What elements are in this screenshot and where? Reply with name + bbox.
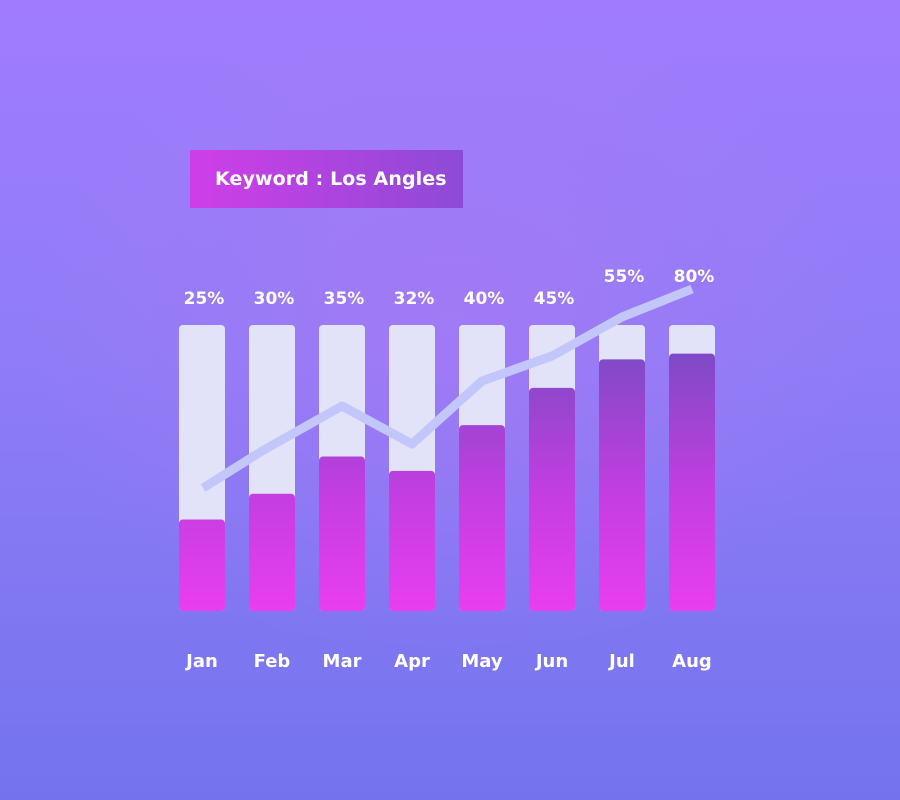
value-label-feb: 30% — [254, 289, 295, 309]
value-label-aug: 80% — [674, 267, 715, 287]
month-label-jun: Jun — [534, 651, 568, 672]
bar-may — [459, 425, 505, 611]
bar-apr — [389, 470, 435, 611]
value-label-group: 25% 30% 35% 32% 40% 45% 55% 80% — [184, 267, 715, 309]
month-label-may: May — [461, 651, 503, 672]
bar-mar — [319, 456, 365, 611]
month-label-mar: Mar — [323, 651, 362, 672]
month-label-apr: Apr — [394, 651, 430, 672]
bar-jan — [179, 519, 225, 611]
month-label-aug: Aug — [672, 651, 712, 672]
trend-line — [200, 284, 694, 492]
month-label-group: Jan Feb Mar Apr May Jun Jul Aug — [184, 651, 712, 672]
bar-aug — [669, 353, 715, 611]
value-label-jan: 25% — [184, 289, 225, 309]
bar-jun — [529, 387, 575, 611]
value-label-jun: 45% — [534, 289, 575, 309]
keyword-label: Keyword : Los Angles — [215, 168, 447, 190]
bar-jul — [599, 359, 645, 611]
keyword-badge: Keyword : Los Angles — [190, 150, 463, 208]
value-label-may: 40% — [464, 289, 505, 309]
month-label-jul: Jul — [607, 651, 635, 672]
value-label-jul: 55% — [604, 267, 645, 287]
value-label-apr: 32% — [394, 289, 435, 309]
month-label-feb: Feb — [254, 651, 291, 672]
bar-group — [179, 325, 715, 611]
value-label-mar: 35% — [324, 289, 365, 309]
bar-feb — [249, 493, 295, 611]
month-label-jan: Jan — [184, 651, 218, 672]
